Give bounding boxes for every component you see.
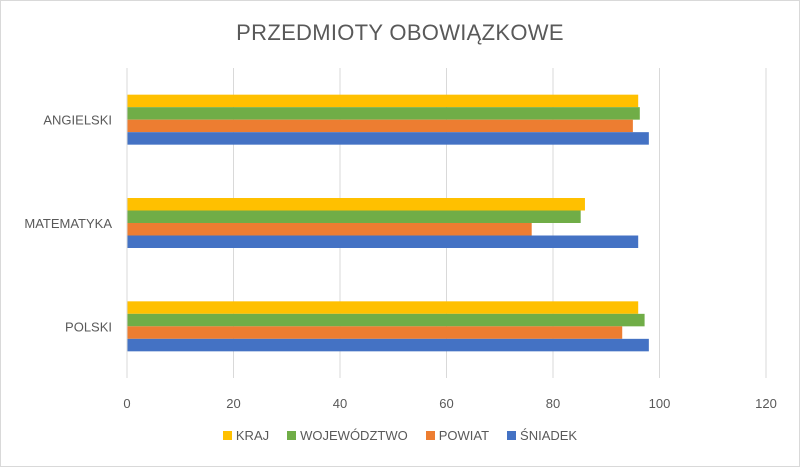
bar-województwo-polski xyxy=(127,313,645,327)
chart-legend: KRAJ WOJEWÓDZTWO POWIAT ŚNIADEK xyxy=(0,428,800,443)
legend-label: POWIAT xyxy=(438,428,490,443)
bar-kraj-polski xyxy=(127,301,639,314)
legend-label: ŚNIADEK xyxy=(520,428,578,443)
bar-kraj-angielski xyxy=(127,94,639,108)
legend-item-województwo: WOJEWÓDZTWO xyxy=(287,428,408,443)
bar-śniadek-angielski xyxy=(127,132,649,145)
chart-title: PRZEDMIOTY OBOWIĄZKOWE xyxy=(236,20,564,45)
x-tick-label: 0 xyxy=(123,396,130,411)
legend-item-kraj: KRAJ xyxy=(222,428,270,443)
x-tick-label: 20 xyxy=(226,396,240,411)
legend-label: KRAJ xyxy=(235,428,270,443)
legend-swatch xyxy=(425,431,435,440)
category-label: ANGIELSKI xyxy=(43,113,112,128)
x-tick-label: 100 xyxy=(649,396,671,411)
legend-swatch xyxy=(507,431,517,440)
category-label: MATEMATYKA xyxy=(24,216,112,231)
category-label: POLSKI xyxy=(65,319,112,334)
legend-item-powiat: POWIAT xyxy=(425,428,490,443)
x-tick-label: 40 xyxy=(333,396,347,411)
legend-label: WOJEWÓDZTWO xyxy=(300,428,408,443)
bar-powiat-matematyka xyxy=(127,223,532,236)
legend-swatch xyxy=(287,431,297,440)
x-tick-label: 60 xyxy=(439,396,453,411)
bar-kraj-matematyka xyxy=(127,198,585,211)
legend-swatch xyxy=(222,431,232,440)
bar-powiat-polski xyxy=(127,326,623,339)
legend-item-śniadek: ŚNIADEK xyxy=(507,428,577,443)
bar-śniadek-matematyka xyxy=(127,235,639,248)
bar-śniadek-polski xyxy=(127,338,649,352)
bar-województwo-matematyka xyxy=(127,210,581,223)
x-tick-label: 80 xyxy=(546,396,560,411)
bar-powiat-angielski xyxy=(127,119,633,133)
x-tick-label: 120 xyxy=(755,396,777,411)
bar-województwo-angielski xyxy=(127,107,640,120)
